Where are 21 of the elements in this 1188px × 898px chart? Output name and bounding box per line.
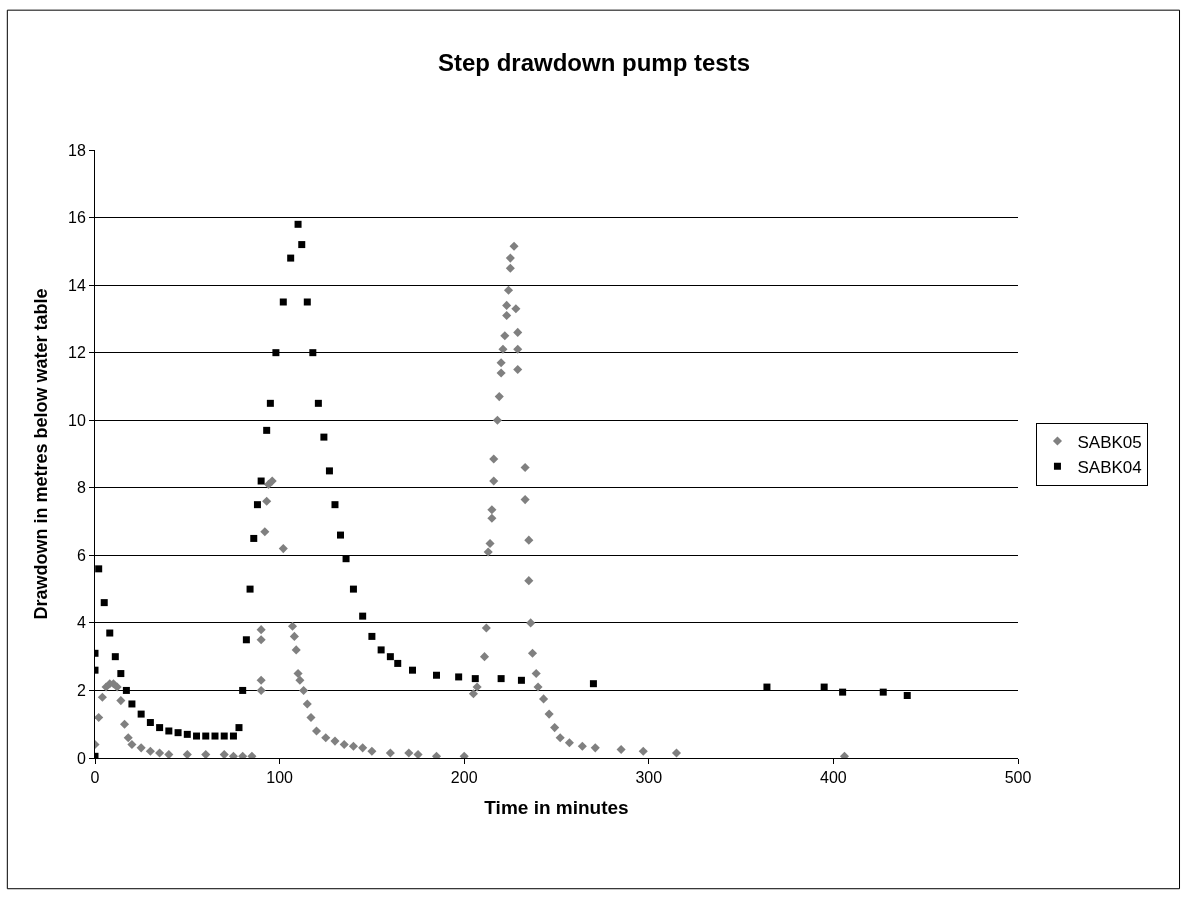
- y-tick-label: 12: [68, 344, 86, 362]
- y-axis-title: Drawdown in metres below water table: [31, 288, 52, 620]
- y-tick-label: 10: [68, 411, 86, 429]
- y-tick-label: 4: [76, 614, 86, 632]
- y-tick-label: 2: [76, 682, 86, 700]
- x-tick-label: 400: [820, 769, 847, 787]
- legend-label: SABK05: [1077, 432, 1142, 452]
- y-tick-label: 8: [76, 479, 86, 497]
- x-tick-label: 0: [90, 769, 100, 787]
- y-tick-label: 0: [76, 749, 86, 767]
- x-tick-label: 500: [1004, 769, 1032, 787]
- y-tick-label: 16: [68, 209, 86, 227]
- x-tick-label: 300: [635, 769, 663, 787]
- x-tick-label: 200: [450, 769, 478, 787]
- chart-title: Step drawdown pump tests: [437, 48, 751, 76]
- y-tick-label: 14: [68, 276, 86, 294]
- x-axis-title: Time in minutes: [484, 797, 629, 818]
- y-tick-label: 6: [76, 546, 86, 564]
- x-tick-label: 100: [266, 769, 294, 787]
- y-tick-label: 18: [68, 141, 86, 159]
- legend-label: SABK04: [1077, 457, 1142, 477]
